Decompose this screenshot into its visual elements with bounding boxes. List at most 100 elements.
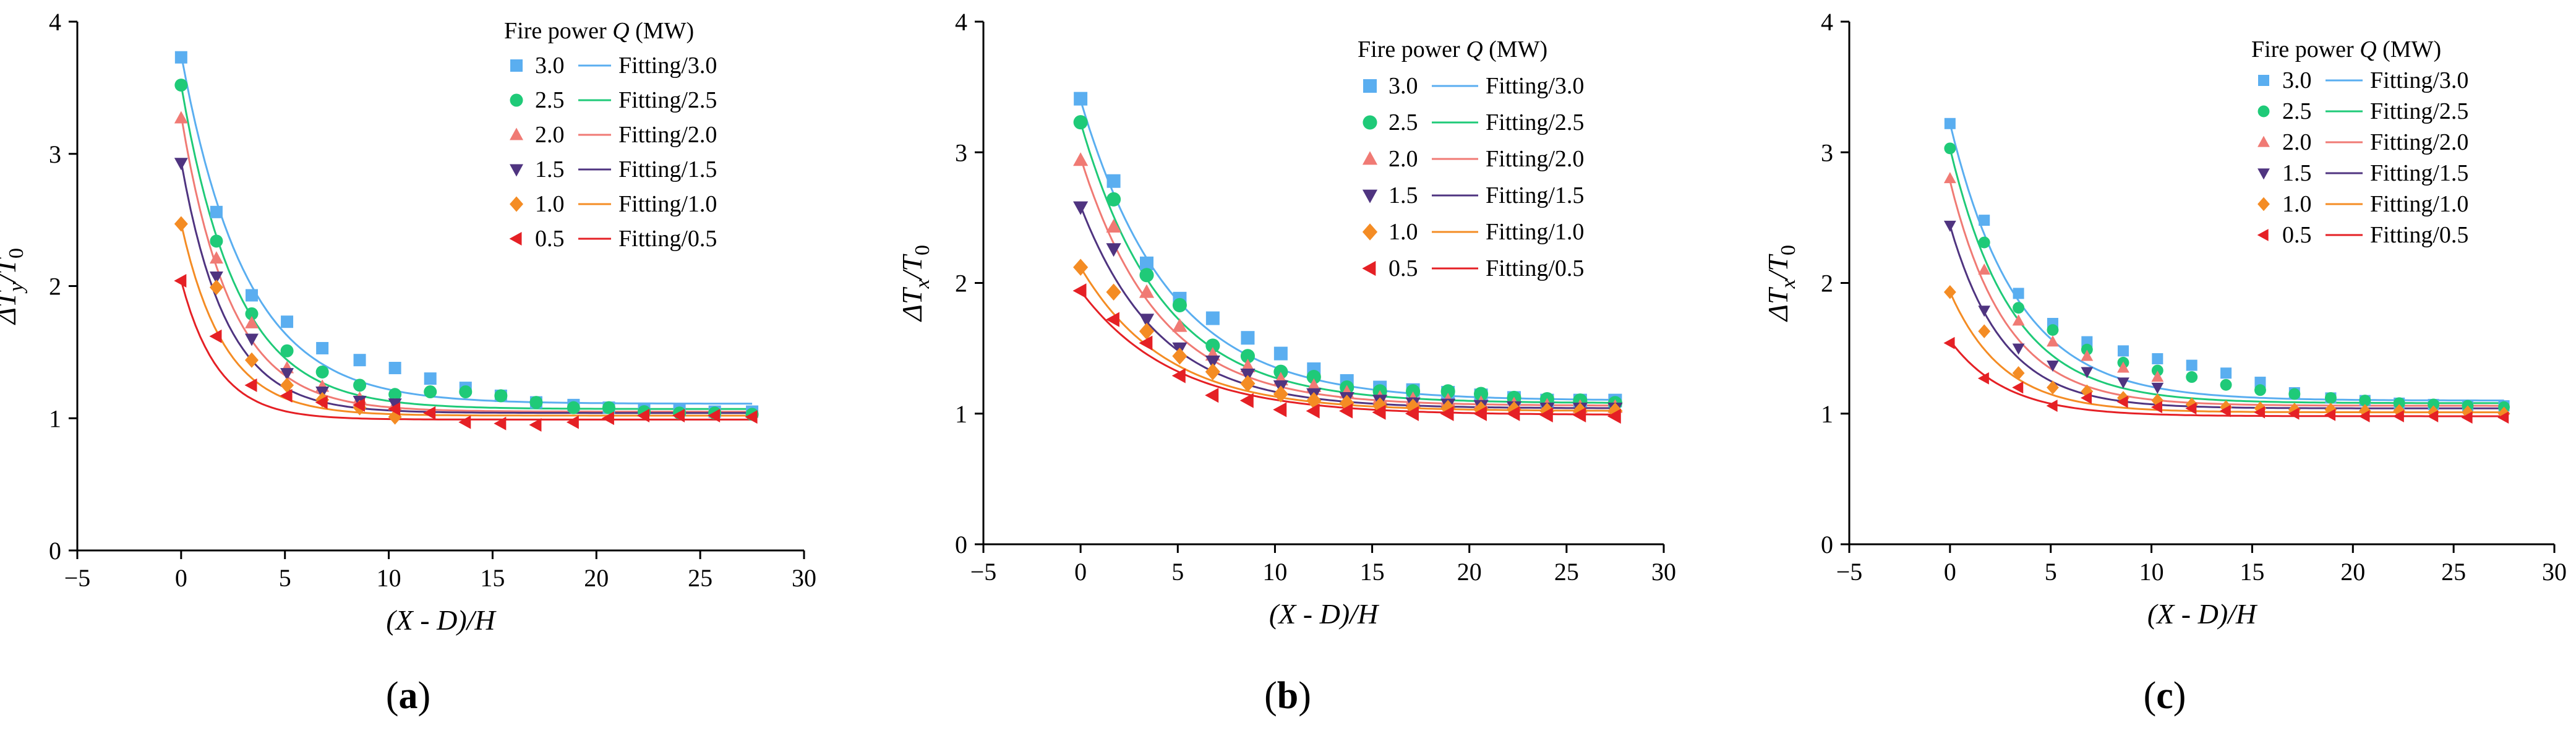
data-point-2-5 (2013, 302, 2025, 314)
y-tick-label: 2 (1821, 270, 1833, 297)
data-point-2-5 (2359, 395, 2371, 407)
legend: Fire power Q (MW) 3.0 Fitting/3.0 2.5 Fittin… (504, 18, 717, 252)
y-axis-title-slash: /T (1762, 254, 1794, 281)
data-point-1-5 (1205, 355, 1220, 369)
legend-series-label: 1.5 (535, 156, 565, 182)
legend-marker (2257, 135, 2270, 147)
data-point-1-5 (280, 368, 294, 381)
data-point-3-0 (210, 205, 223, 218)
data-point-0-5 (1339, 403, 1353, 419)
data-point-0-5 (244, 378, 257, 392)
y-axis-title-sub: x (911, 279, 934, 289)
data-point-2-5 (1106, 192, 1121, 207)
data-point-2-5 (245, 307, 259, 320)
data-point-2-0 (2117, 361, 2129, 373)
data-point-3-0 (1106, 174, 1121, 188)
legend-series-label: 1.0 (2282, 191, 2312, 217)
x-axis-title: (X - D)/H (386, 604, 497, 636)
x-tick-label: 15 (1360, 558, 1385, 586)
legend-fit-label: Fitting/0.5 (618, 226, 717, 252)
data-point-1-5 (2012, 343, 2025, 355)
data-point-2-5 (2047, 324, 2059, 336)
data-point-0-5 (1539, 407, 1553, 422)
data-point-2-5 (1172, 297, 1187, 312)
fit-line-1-0 (180, 223, 753, 417)
legend: Fire power Q (MW) 3.0 Fitting/3.0 2.5 Fittin… (2251, 36, 2468, 248)
legend-series-label: 2.5 (1389, 109, 1418, 135)
data-point-0-5 (1105, 312, 1119, 327)
legend-marker (1363, 79, 1377, 93)
legend-title: Fire power Q (MW) (504, 18, 694, 44)
data-point-3-0 (1273, 346, 1288, 361)
data-point-0-5 (494, 416, 507, 430)
data-point-1-5 (388, 398, 402, 411)
x-tick-label: 5 (1171, 558, 1184, 586)
data-point-1-5 (209, 272, 223, 285)
data-point-3-0 (1140, 256, 1153, 270)
fit-line-3-0 (1949, 123, 2504, 401)
legend-fit-label: Fitting/1.0 (1486, 219, 1584, 245)
legend-fit-label: Fitting/2.5 (618, 87, 717, 113)
data-point-3-0 (1241, 331, 1255, 345)
data-point-0-5 (2324, 408, 2336, 421)
data-point-3-0 (1944, 118, 1956, 129)
y-tick-label: 3 (955, 139, 967, 166)
fit-line-1-0 (1949, 291, 2504, 414)
data-point-0-5 (1273, 402, 1287, 417)
y-tick-label: 0 (955, 531, 967, 558)
legend-marker (2257, 229, 2269, 241)
data-point-0-5 (672, 408, 685, 422)
y-axis-title-sub: x (1777, 279, 1800, 289)
data-point-1-5 (1978, 306, 1991, 317)
x-tick-label: 20 (1457, 558, 1482, 586)
legend-series-label: 1.0 (535, 191, 565, 217)
legend-series-label: 3.0 (2282, 67, 2312, 93)
data-point-0-5 (1440, 406, 1454, 421)
data-point-1-0 (2151, 393, 2164, 408)
legend-series-label: 0.5 (535, 226, 565, 252)
legend-series-label: 3.0 (1389, 73, 1418, 99)
data-point-0-5 (1072, 283, 1087, 299)
legend-fit-label: Fitting/1.5 (2370, 160, 2468, 186)
data-point-3-0 (353, 354, 366, 367)
data-point-1-5 (1073, 201, 1089, 215)
data-point-1-0 (2047, 380, 2059, 395)
legend-title: Fire power Q (MW) (2251, 36, 2441, 62)
data-point-3-0 (1074, 92, 1088, 106)
x-tick-label: 20 (2340, 558, 2365, 586)
legend-series-label: 0.5 (1389, 255, 1418, 281)
data-point-1-0 (280, 377, 294, 393)
x-tick-label: 10 (2139, 558, 2164, 586)
data-point-1-0 (174, 216, 188, 232)
data-point-1-5 (1106, 243, 1121, 257)
data-point-2-5 (210, 234, 223, 248)
data-point-3-0 (174, 51, 187, 64)
legend-marker (2257, 168, 2270, 180)
y-tick-label: 1 (49, 404, 61, 432)
data-point-2-0 (209, 251, 223, 264)
legend-marker (2257, 197, 2270, 212)
data-point-0-5 (2080, 392, 2092, 404)
data-point-3-0 (246, 289, 258, 302)
y-tick-label: 3 (1821, 139, 1833, 166)
legend-marker (510, 164, 523, 177)
legend-series-label: 3.0 (535, 53, 565, 79)
data-point-2-5 (315, 365, 329, 379)
data-point-0-5 (1572, 407, 1586, 422)
data-point-0-5 (637, 408, 649, 422)
data-point-0-5 (566, 415, 579, 429)
data-point-1-0 (2012, 366, 2025, 380)
legend-fit-label: Fitting/2.0 (1486, 146, 1584, 172)
y-axis-title-slash: /T (896, 254, 928, 281)
data-point-1-0 (1240, 375, 1256, 392)
data-point-3-0 (2013, 288, 2024, 299)
legend-marker (1362, 260, 1376, 276)
data-point-2-0 (245, 315, 259, 328)
data-point-2-5 (388, 388, 402, 401)
data-point-0-5 (708, 408, 721, 422)
data-point-0-5 (2185, 402, 2197, 415)
legend-series-label: 1.0 (1389, 219, 1418, 245)
data-point-2-5 (602, 401, 615, 414)
data-point-2-5 (2186, 371, 2198, 383)
legend-fit-label: Fitting/2.0 (618, 122, 717, 148)
